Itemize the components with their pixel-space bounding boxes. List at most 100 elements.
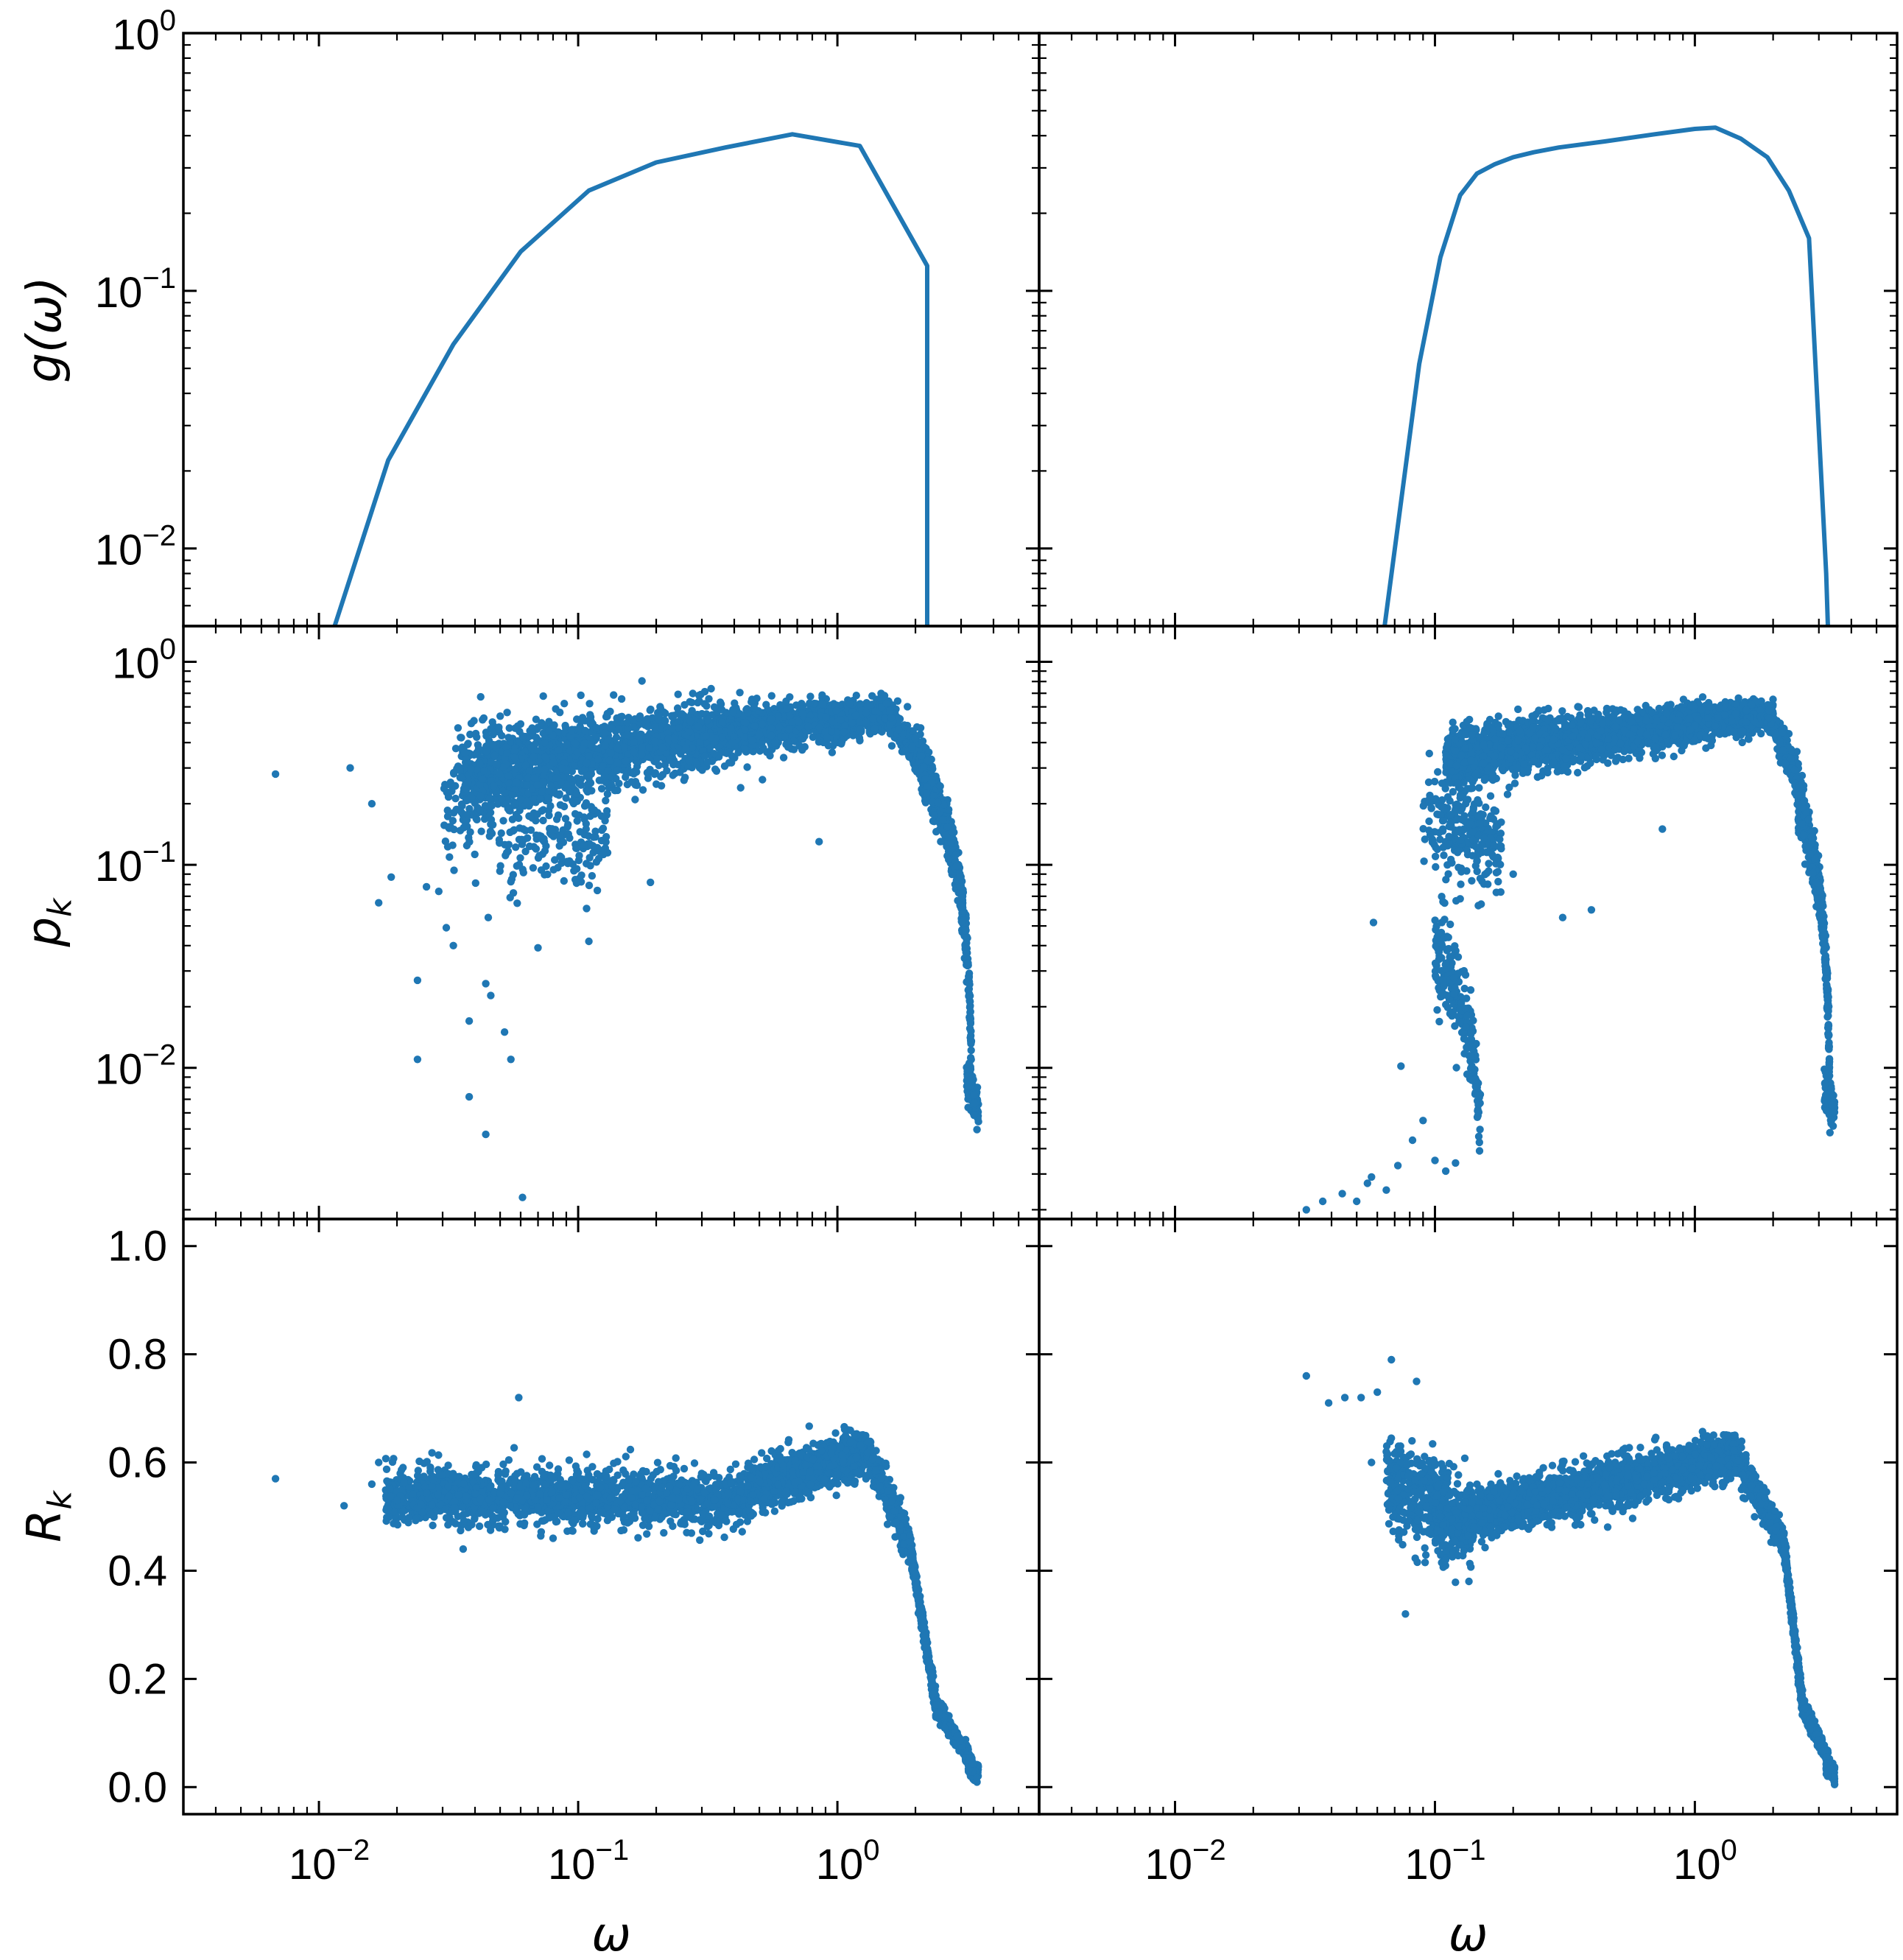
series-line [332,132,929,626]
data-point [473,733,481,741]
data-point [466,828,474,836]
data-point [862,718,870,727]
data-point [613,718,621,727]
data-point [658,743,666,752]
data-point [908,742,917,751]
data-point [767,724,775,732]
data-point [642,716,650,724]
data-point [957,894,965,903]
data-point [862,709,870,717]
scatter-points [1302,693,1839,1214]
data-point [742,718,750,727]
data-point [585,881,594,890]
data-point [457,734,465,742]
data-point [467,765,475,773]
data-point [971,1099,979,1108]
data-point [449,817,457,825]
data-point [606,773,614,781]
data-point [934,798,942,807]
data-point [779,754,788,762]
data-point [806,692,815,700]
data-point [951,851,960,859]
data-point [476,806,484,814]
data-point [669,771,677,779]
data-point [957,902,966,911]
data-point [680,776,688,784]
data-point [631,795,639,804]
data-point [444,823,452,832]
data-point [468,793,476,802]
data-point [734,748,742,756]
data-point [661,761,669,769]
data-point [604,766,612,775]
data-point [967,1046,975,1055]
data-point [521,762,530,770]
data-point [539,816,547,825]
data-point [729,709,737,717]
data-point [519,868,527,877]
data-point [848,719,856,727]
data-point [477,827,485,835]
data-point [827,728,836,736]
data-point [538,787,546,795]
data-point [493,800,502,808]
data-point [500,1028,509,1036]
data-point [823,734,831,742]
data-point [688,744,696,752]
data-point [501,789,510,797]
data-point [523,781,531,789]
data-point [558,765,566,773]
data-point [608,723,616,732]
data-point [504,804,512,813]
data-point [499,763,507,771]
data-point [422,882,431,891]
data-point [586,779,595,787]
data-point [556,831,564,839]
data-point [923,783,932,791]
data-point [541,765,549,774]
series-line [1382,125,1830,626]
data-point [482,980,490,988]
data-point [578,745,587,754]
data-point [471,879,479,888]
data-point [851,711,860,720]
scatter-points [271,677,982,1201]
data-point [703,758,711,767]
data-point [620,743,628,751]
data-point [601,742,610,750]
data-point [863,702,871,711]
data-point [524,773,532,781]
data-point [689,689,697,698]
data-point [570,867,578,875]
data-point [497,795,506,803]
data-point [580,802,589,810]
data-point [530,774,538,782]
data-point [494,725,503,733]
data-point [552,774,560,782]
data-point [613,745,622,753]
data-point [798,709,807,717]
data-point [600,773,608,781]
data-point [588,871,597,880]
data-point [973,1125,981,1134]
data-point [562,794,570,802]
data-point [559,838,568,846]
data-point [585,854,594,862]
data-point [539,777,547,786]
data-point [508,791,516,799]
data-point [561,721,569,730]
data-point [476,759,484,768]
data-point [581,726,589,735]
data-point [707,684,715,693]
data-point [567,727,576,735]
data-point [548,825,556,833]
data-point [945,855,953,864]
data-point [552,815,561,823]
data-point [503,749,511,757]
data-point [451,794,460,803]
data-point [573,797,581,806]
data-point [521,847,530,856]
data-point [529,864,538,872]
data-point [664,734,672,742]
